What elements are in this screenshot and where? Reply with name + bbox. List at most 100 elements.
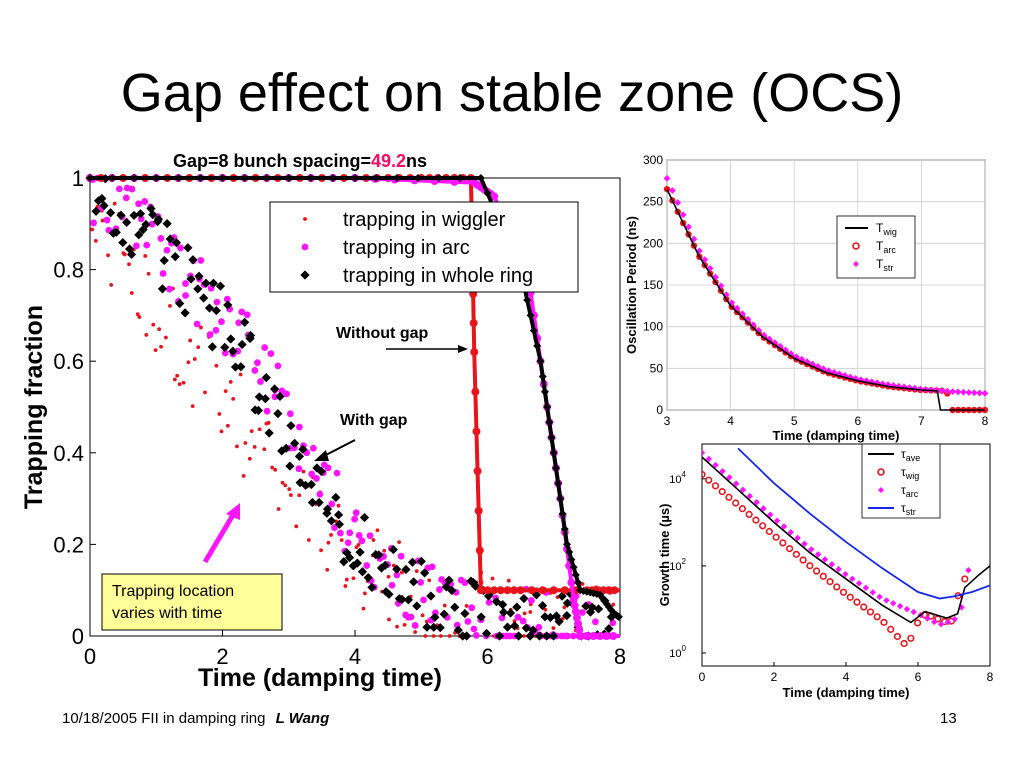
data-point [236,362,246,372]
nogap-point [483,189,492,198]
data-point [238,372,243,377]
data-point [787,350,795,358]
data-point [148,210,158,220]
data-point [220,342,230,352]
pink-arrow-line [202,508,239,564]
data-point [545,612,555,623]
data-point [799,556,807,564]
data-point [295,423,303,431]
data-point [510,621,520,631]
series-taustr [737,447,990,600]
data-point [514,631,524,641]
data-point [168,303,172,308]
data-point [476,612,486,622]
x-tick-label: 8 [982,414,989,428]
data-point [903,605,911,613]
data-point [970,389,978,397]
data-point [214,363,219,368]
annotations: Without gap With gap Trapping location vari… [101,325,468,631]
data-point [223,300,233,310]
legend-label: trapping in arc [343,237,470,259]
data-point [887,625,895,633]
legend-subscript: wig [882,227,897,237]
nogap-point [392,174,401,182]
y-tick-label: 104 [669,470,686,486]
data-point [528,625,538,635]
data-point [522,611,527,616]
scatter-series [89,174,617,640]
data-point [251,367,259,374]
nogap-point [560,586,569,595]
data-point [581,601,591,611]
data-point [170,252,180,262]
data-point [171,238,182,248]
data-point [361,606,366,611]
data-point [267,350,275,358]
data-point [780,523,788,530]
data-point [732,499,740,507]
data-point [322,508,332,518]
data-point [281,443,291,453]
data-point [869,589,876,596]
data-point [839,588,848,596]
nogap-point [543,403,552,411]
data-point [344,539,352,547]
nogap-point [174,174,183,182]
legend: trapping in wiggler trapping in arc trappi… [269,201,579,293]
data-point [307,497,318,508]
data-point [135,209,146,219]
footer-left: 10/18/2005 FII in damping ring L Wang [62,710,329,727]
y-tick-exponent: 4 [682,470,687,479]
page-number: 13 [940,710,957,727]
nogap-point [565,548,574,557]
data-point [494,631,505,641]
nogap-point [527,586,536,595]
data-point [143,254,148,258]
data-point [528,610,533,614]
series-tauave [702,456,990,624]
x-tick-label: 0 [84,644,96,669]
data-point [960,388,967,396]
data-point [181,380,186,385]
slide-title: Gap effect on stable zone (OCS) [120,63,904,123]
data-point [319,548,323,553]
data-point [695,247,703,255]
data-point [944,618,952,626]
data-point [221,349,229,357]
data-point [470,581,481,591]
data-point [772,533,780,541]
x-tick-label: 4 [349,644,361,669]
data-point [821,556,829,563]
data-point [685,223,692,231]
x-tick-label: 3 [664,414,671,428]
data-point [578,609,586,616]
data-point [162,219,172,229]
nogap-point [567,578,576,587]
legend-label: trapping in whole ring [343,265,533,287]
main-plot: 0 2 4 6 8 0 0.2 0.4 0.6 0.8 1 Time (damping time) Tr… [20,151,626,692]
data-point [732,480,740,487]
data-point [177,382,182,387]
data-point [135,200,143,208]
oscillation-plot: 3 4 5 6 7 8 0 50 100 150 200 250 300 Time (damping ti… [624,153,989,443]
data-point [849,575,856,582]
data-point [812,567,821,575]
data-point [846,593,854,601]
data-point [112,201,117,206]
data-point [388,581,396,589]
data-point [132,242,140,250]
data-point [300,480,311,490]
x-tick-label: 8 [614,644,626,669]
data-point [334,519,344,529]
data-point [411,622,419,629]
nogap-point [556,494,565,503]
data-point [356,543,361,547]
data-point [275,391,285,402]
data-point [225,423,230,428]
data-point [794,534,801,542]
data-point [395,624,399,629]
nogap-point [538,586,547,595]
data-point [206,331,214,338]
data-point [203,390,207,395]
